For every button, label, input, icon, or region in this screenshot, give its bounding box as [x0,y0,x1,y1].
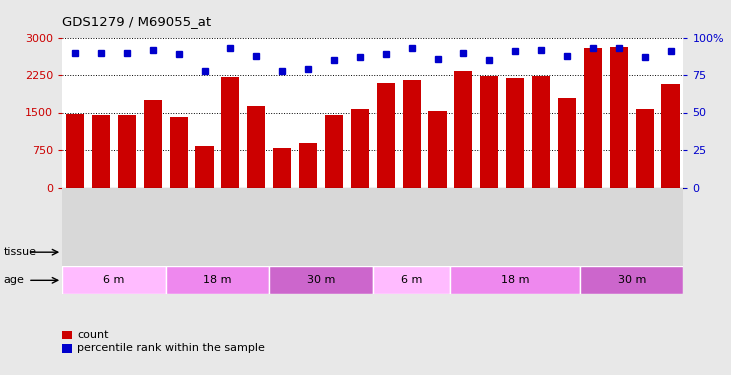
Bar [144,99,162,188]
Text: 18 m: 18 m [203,275,232,285]
Bar [92,114,110,188]
Bar [558,98,576,188]
Bar [635,109,654,188]
Bar [273,148,291,188]
Text: extraocular muscle: extraocular muscle [474,247,582,257]
Bar [584,48,602,188]
Bar [373,266,450,294]
Bar [376,83,395,188]
Bar [428,111,447,188]
Bar [580,266,683,294]
Bar [455,70,472,188]
Bar [506,78,524,188]
Bar [403,80,421,188]
Text: tissue: tissue [4,247,37,257]
Bar [247,106,265,188]
Text: count: count [77,330,109,340]
Bar [351,108,369,188]
Bar [480,75,499,188]
Bar [221,76,240,188]
Bar [118,115,136,188]
Bar [166,266,269,294]
Text: percentile rank within the sample: percentile rank within the sample [77,344,265,353]
Bar [269,266,373,294]
Bar [62,266,166,294]
Text: age: age [4,275,25,285]
Text: 6 m: 6 m [401,275,423,285]
Text: 18 m: 18 m [501,275,529,285]
Text: 30 m: 30 m [307,275,336,285]
Text: 6 m: 6 m [103,275,124,285]
Bar [170,117,188,188]
Text: 30 m: 30 m [618,275,646,285]
Bar [325,114,343,188]
Text: extensor digitorum longus: extensor digitorum longus [144,247,291,257]
Bar [195,146,213,188]
Bar [662,84,680,188]
Text: GDS1279 / M69055_at: GDS1279 / M69055_at [62,15,211,28]
Bar [373,238,683,266]
Bar [610,46,628,188]
Bar [532,76,550,188]
Bar [299,142,317,188]
Bar [450,266,580,294]
Bar [62,238,373,266]
Bar [66,114,84,188]
